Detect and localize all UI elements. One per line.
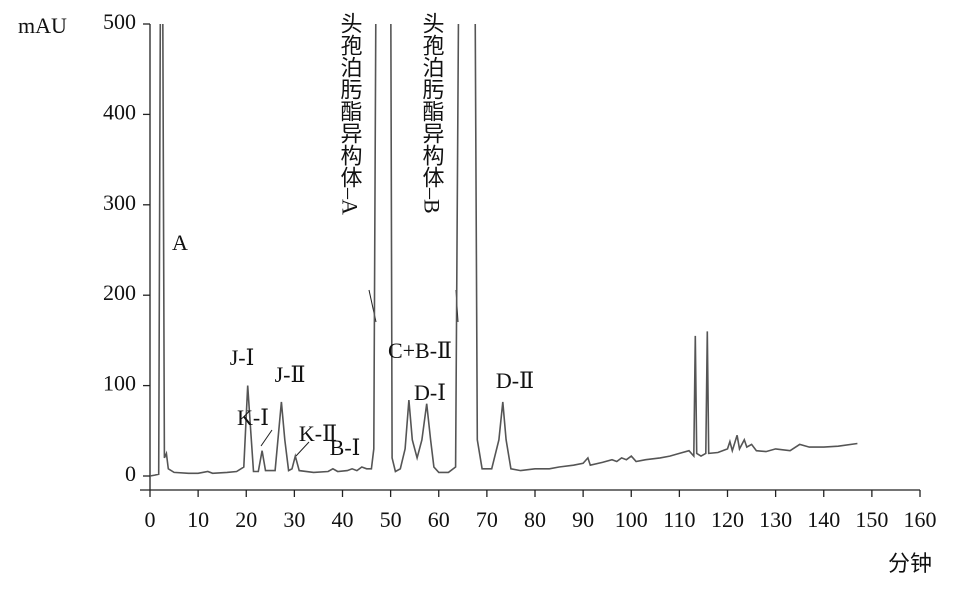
y-tick-label: 500 bbox=[103, 9, 136, 34]
x-tick-label: 130 bbox=[759, 507, 792, 532]
x-tick-label: 140 bbox=[807, 507, 840, 532]
peak-label: J-Ⅱ bbox=[275, 362, 306, 387]
peak-label: D-Ⅰ bbox=[414, 380, 446, 405]
y-tick-label: 400 bbox=[103, 99, 136, 124]
x-tick-label: 70 bbox=[476, 507, 498, 532]
y-tick-label: 0 bbox=[125, 461, 136, 486]
x-tick-label: 0 bbox=[145, 507, 156, 532]
peak-label-vertical: 头孢泊肟酯异构体–B bbox=[420, 12, 445, 214]
peak-label: D-Ⅱ bbox=[496, 368, 534, 393]
y-tick-label: 100 bbox=[103, 371, 136, 396]
peak-label: A bbox=[172, 230, 188, 255]
x-axis-label: 分钟 bbox=[888, 551, 932, 576]
peak-label: B-Ⅰ bbox=[330, 435, 361, 460]
x-tick-label: 100 bbox=[615, 507, 648, 532]
peak-label: K-Ⅱ bbox=[299, 421, 337, 446]
peak-label: K-Ⅰ bbox=[237, 405, 269, 430]
leader-line bbox=[260, 429, 273, 447]
y-axis-label: mAU bbox=[18, 13, 67, 38]
leader-line bbox=[295, 441, 310, 457]
x-tick-label: 50 bbox=[380, 507, 402, 532]
x-tick-label: 40 bbox=[332, 507, 354, 532]
chromatogram-line bbox=[149, 24, 858, 477]
x-tick-label: 10 bbox=[187, 507, 209, 532]
x-tick-label: 160 bbox=[904, 507, 937, 532]
x-tick-label: 90 bbox=[572, 507, 594, 532]
x-tick-label: 150 bbox=[855, 507, 888, 532]
peak-label-vertical: 头孢泊肟酯异构体–A bbox=[338, 12, 363, 215]
y-tick-label: 200 bbox=[103, 280, 136, 305]
x-tick-label: 20 bbox=[235, 507, 257, 532]
x-tick-label: 110 bbox=[663, 507, 695, 532]
x-tick-label: 120 bbox=[711, 507, 744, 532]
x-tick-label: 80 bbox=[524, 507, 546, 532]
y-tick-label: 300 bbox=[103, 190, 136, 215]
x-tick-label: 30 bbox=[283, 507, 305, 532]
peak-label: J-Ⅰ bbox=[230, 345, 255, 370]
x-tick-label: 60 bbox=[428, 507, 450, 532]
peak-label: C+B-Ⅱ bbox=[388, 338, 452, 363]
